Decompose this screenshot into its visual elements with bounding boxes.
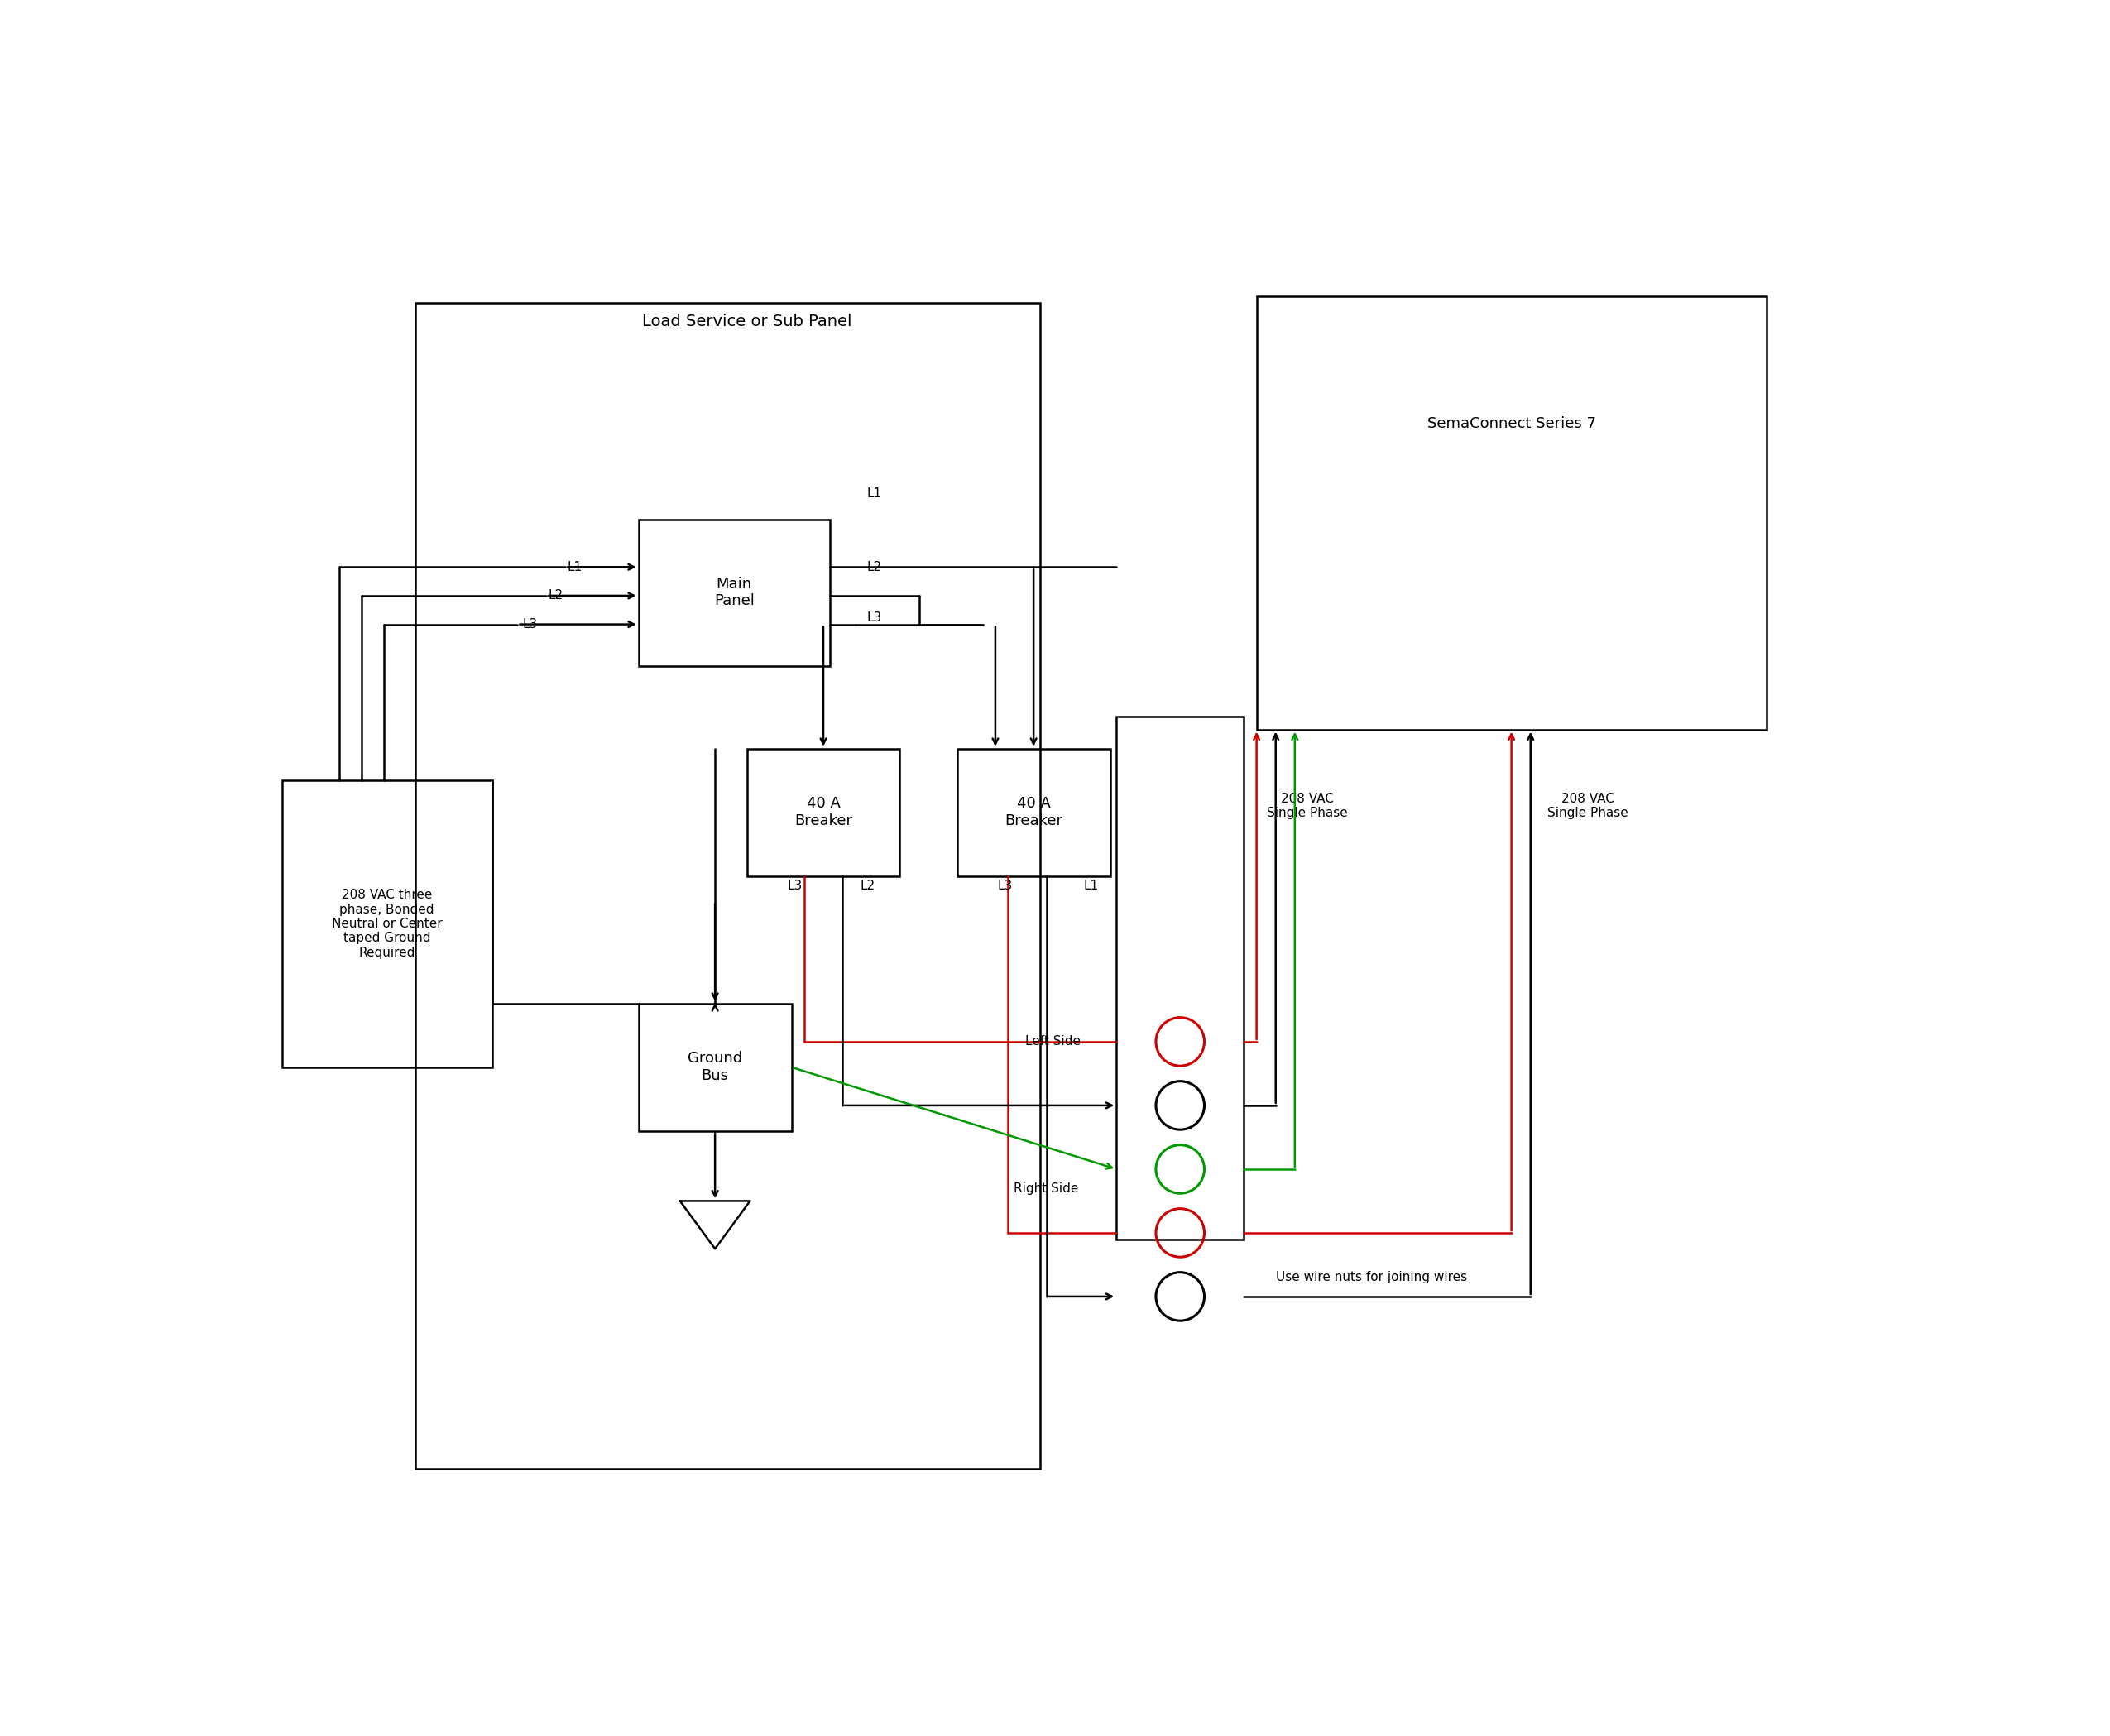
Text: 208 VAC
Single Phase: 208 VAC Single Phase [1547, 793, 1629, 819]
Text: L1: L1 [1082, 880, 1099, 892]
Text: 40 A
Breaker: 40 A Breaker [1004, 797, 1063, 828]
Text: L3: L3 [998, 880, 1013, 892]
Text: L3: L3 [523, 618, 538, 630]
Text: L3: L3 [867, 611, 882, 625]
Text: L1: L1 [568, 561, 582, 573]
Text: Left Side: Left Side [1025, 1035, 1080, 1049]
Text: Right Side: Right Side [1015, 1182, 1078, 1194]
Text: L1: L1 [867, 488, 882, 500]
Text: 208 VAC three
phase, Bonded
Neutral or Center
taped Ground
Required: 208 VAC three phase, Bonded Neutral or C… [331, 889, 443, 958]
Bar [958, 748, 1110, 877]
Text: L2: L2 [867, 561, 882, 573]
Bar [639, 519, 829, 667]
Text: Main
Panel: Main Panel [713, 576, 755, 609]
Text: Use wire nuts for joining wires: Use wire nuts for joining wires [1277, 1271, 1466, 1283]
Bar [1116, 717, 1245, 1240]
Bar [283, 781, 492, 1068]
Text: L2: L2 [861, 880, 876, 892]
Bar [747, 748, 899, 877]
Text: Load Service or Sub Panel: Load Service or Sub Panel [641, 314, 852, 330]
Text: L3: L3 [787, 880, 802, 892]
Text: Ground
Bus: Ground Bus [688, 1050, 743, 1083]
Text: L2: L2 [549, 590, 563, 602]
Bar [639, 1003, 791, 1130]
Text: 40 A
Breaker: 40 A Breaker [793, 797, 852, 828]
Text: SemaConnect Series 7: SemaConnect Series 7 [1426, 417, 1595, 431]
Bar [1258, 297, 1766, 729]
Text: 208 VAC
Single Phase: 208 VAC Single Phase [1268, 793, 1348, 819]
Bar [416, 302, 1040, 1469]
